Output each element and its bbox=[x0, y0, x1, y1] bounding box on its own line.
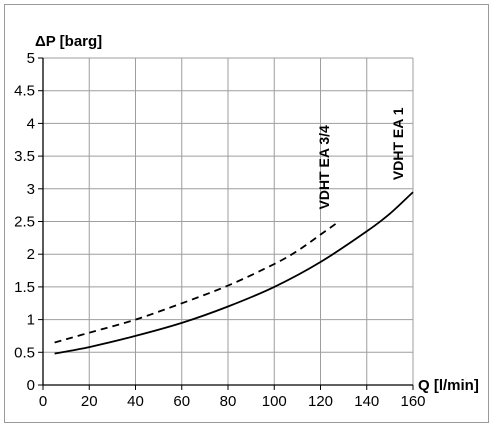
x-axis-label: Q [l/min] bbox=[418, 377, 479, 394]
series-line-vdht-ea-1 bbox=[54, 191, 414, 355]
y-tick-label: 0.5 bbox=[14, 344, 35, 361]
y-tick-label: 5 bbox=[27, 50, 35, 67]
y-tick-label: 1.5 bbox=[14, 279, 35, 296]
y-tick-label: 2.5 bbox=[14, 214, 35, 231]
x-tick-label: 40 bbox=[127, 393, 144, 410]
x-tick-label: 140 bbox=[354, 393, 379, 410]
x-tick-label: 80 bbox=[220, 393, 237, 410]
x-tick-label: 120 bbox=[308, 393, 333, 410]
curve-label: VDHT EA 3/4 bbox=[316, 125, 332, 209]
x-tick-label: 100 bbox=[262, 393, 287, 410]
x-tick-label: 0 bbox=[39, 393, 47, 410]
curve-labels: VDHT EA 3/4 VDHT EA 1 bbox=[316, 107, 406, 209]
x-tick-label: 20 bbox=[81, 393, 98, 410]
axes bbox=[38, 57, 414, 390]
chart-frame bbox=[4, 4, 489, 423]
y-tick-label: 3 bbox=[27, 181, 35, 198]
curve-label: VDHT EA 1 bbox=[390, 107, 406, 180]
y-tick-label: 0 bbox=[27, 377, 35, 394]
x-tick-label: 60 bbox=[173, 393, 190, 410]
grid bbox=[43, 57, 414, 385]
y-tick-label: 1 bbox=[27, 312, 35, 329]
x-tick-labels: 0 20 40 60 80 100 120 140 160 bbox=[39, 393, 426, 410]
y-axis-label: ΔP [barg] bbox=[35, 33, 102, 50]
y-tick-label: 4 bbox=[27, 115, 35, 132]
y-tick-label: 3.5 bbox=[14, 148, 35, 165]
x-tick-label: 160 bbox=[400, 393, 425, 410]
series-line-vdht-ea-3-4 bbox=[54, 220, 340, 344]
y-tick-labels: 0 0.5 1 1.5 2 2.5 3 3.5 4 4.5 5 bbox=[14, 50, 35, 394]
series-lines bbox=[54, 191, 414, 355]
y-tick-label: 2 bbox=[27, 246, 35, 263]
y-tick-label: 4.5 bbox=[14, 83, 35, 100]
